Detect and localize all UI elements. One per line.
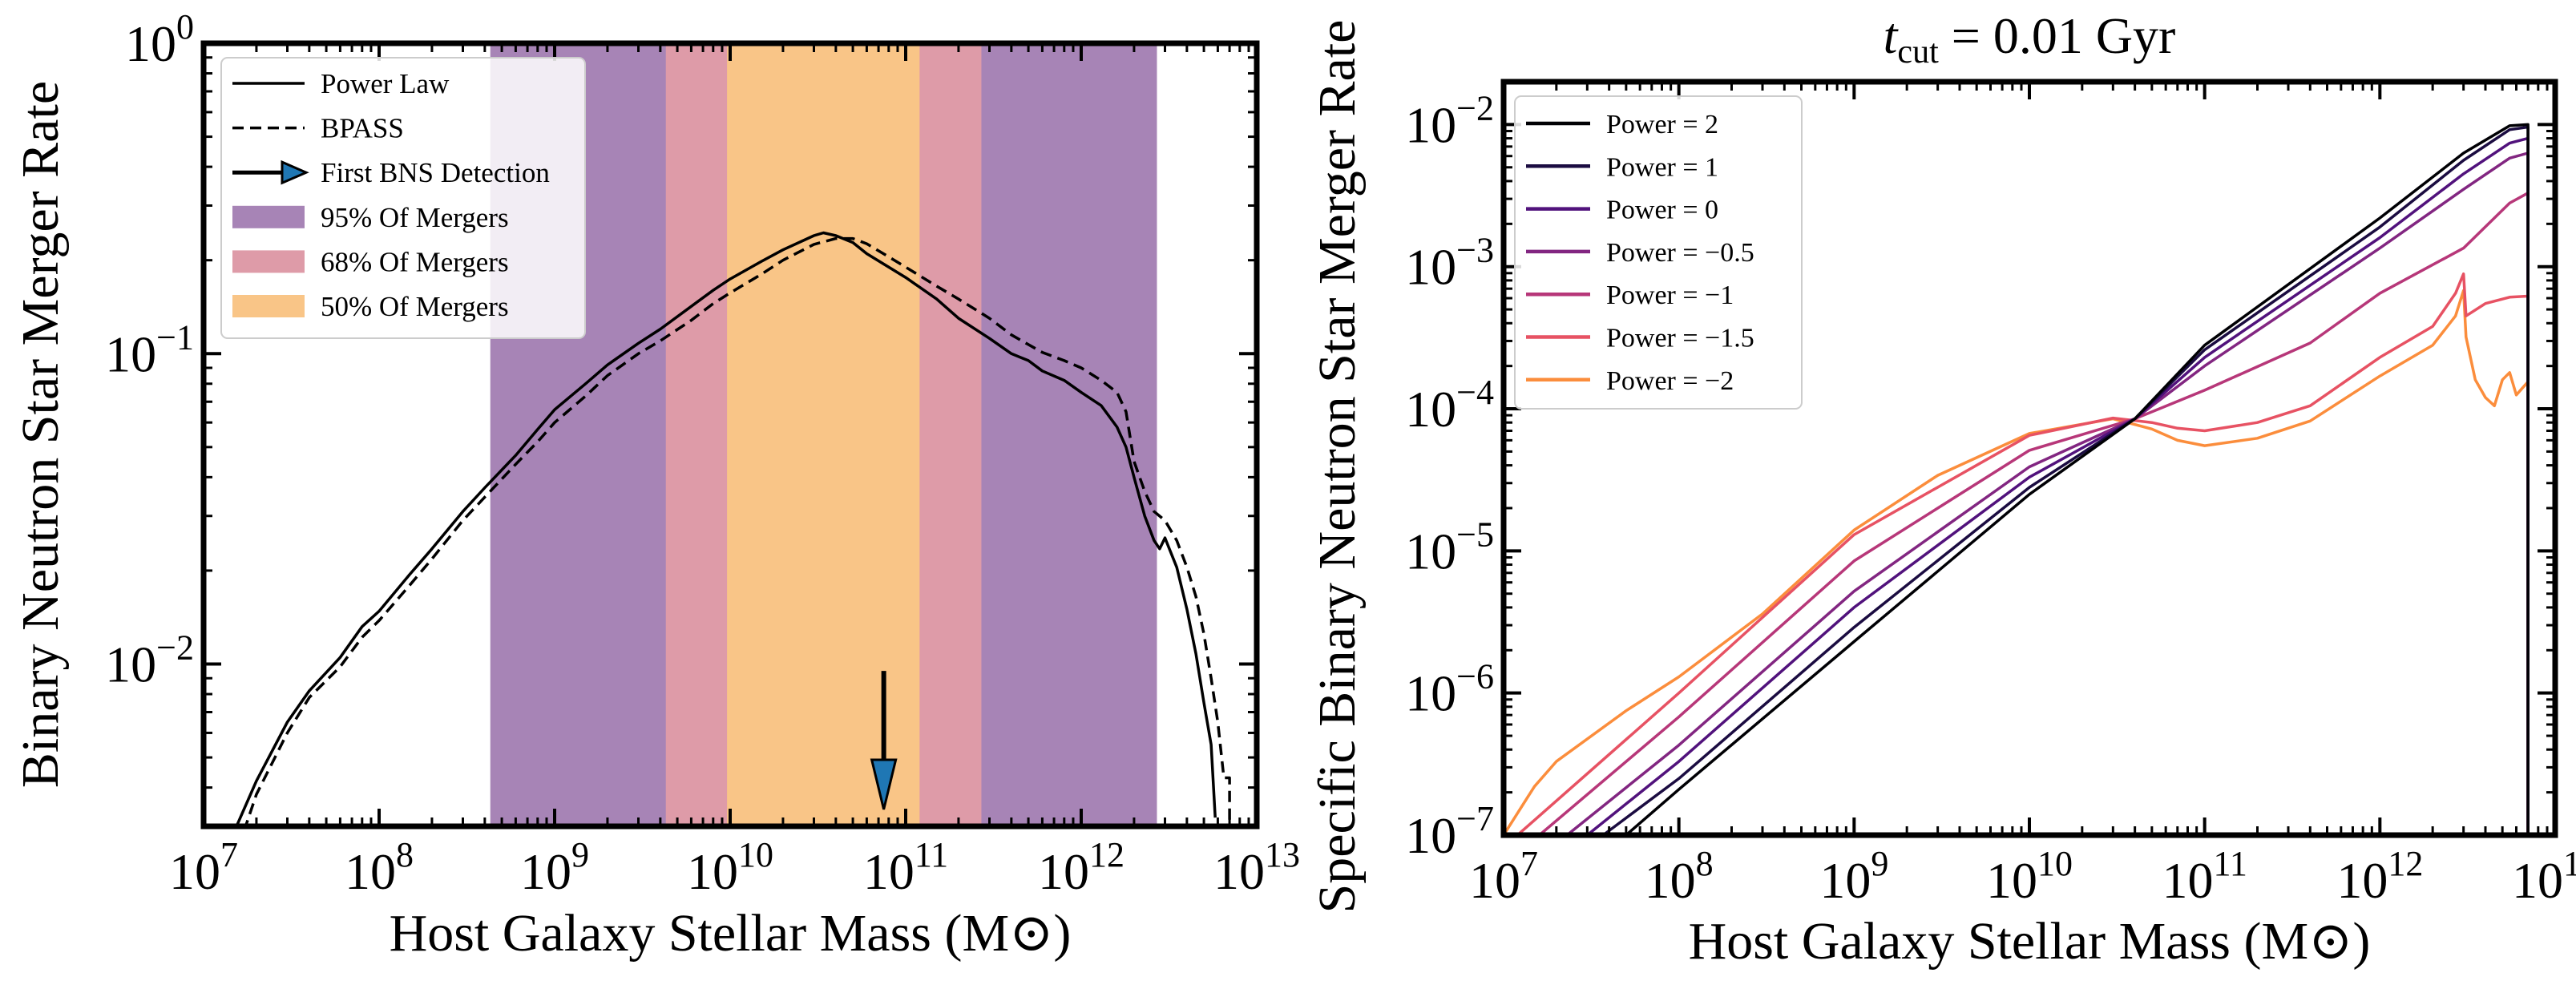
y-tick-label: 10−5 <box>1405 515 1494 579</box>
x-tick-label: 1011 <box>863 835 948 900</box>
detection-arrow-head <box>870 758 898 810</box>
legend-label: Power = −1.5 <box>1606 324 1754 353</box>
series-line-bpass <box>244 236 1231 826</box>
series-line-power-−1 <box>1538 192 2530 835</box>
x-tick-label: 1013 <box>2512 844 2576 909</box>
legend-label: Power = −0.5 <box>1606 238 1754 268</box>
x-tick-label: 1010 <box>1986 844 2073 909</box>
legend-label: Power = −1 <box>1606 281 1734 310</box>
y-tick-label: 10−3 <box>1405 231 1494 296</box>
legend-label: Power Law <box>321 68 450 99</box>
legend-label: Power = 2 <box>1606 110 1718 139</box>
y-tick-label: 10−6 <box>1405 657 1494 722</box>
legend-swatch-patch <box>232 250 305 273</box>
x-tick-label: 109 <box>1819 844 1888 909</box>
x-tick-label: 1012 <box>2336 844 2423 909</box>
x-tick-label: 1011 <box>2162 844 2247 909</box>
chart-left: 107 108 109 1010 1011 1012 1013 10−2 10−1 100 Bin… <box>11 7 1300 963</box>
legend-swatch-patch <box>232 205 305 228</box>
x-tick-label: 108 <box>345 835 414 900</box>
x-tick-label: 107 <box>169 835 238 900</box>
y-axis-label-right: Specific Binary Neutron Star Merger Rate <box>1308 20 1367 914</box>
series-line-power-2 <box>1625 123 2530 835</box>
series-line-power-0 <box>1586 136 2530 835</box>
y-tick-label: 10−2 <box>105 628 194 693</box>
y-tick-label: 100 <box>125 7 194 72</box>
y-axis-label-left: Binary Neutron Star Merger Rate <box>11 81 70 788</box>
legend-label: 68% Of Mergers <box>321 246 509 277</box>
x-tick-label: 108 <box>1645 844 1714 909</box>
legend-swatch-patch <box>232 295 305 317</box>
y-tick-label: 10−7 <box>1405 799 1494 864</box>
legend-right: Power = 2 Power = 1 Power = 0 Power = −0.5 P… <box>1514 95 1803 410</box>
series-line-power-−0.5 <box>1566 151 2530 835</box>
legend-box-left <box>220 57 586 339</box>
y-tick-label: 10−4 <box>1405 373 1494 438</box>
x-tick-label: 109 <box>520 835 589 900</box>
x-tick-label: 1010 <box>687 835 773 900</box>
legend-box-right <box>1514 95 1803 410</box>
y-tick-label: 10−2 <box>1405 88 1494 153</box>
band-50pct <box>727 43 920 826</box>
series-line-power-−2 <box>1504 289 2530 835</box>
legend-left: Power Law BPASS First BNS Detection 95% Of … <box>220 57 586 339</box>
series-line-power-1 <box>1602 125 2530 835</box>
x-tick-label: 1013 <box>1213 835 1300 900</box>
legend-label: Power = 1 <box>1606 152 1718 182</box>
x-tick-label: 1012 <box>1038 835 1124 900</box>
legend-label: Power = −2 <box>1606 366 1734 396</box>
legend-label: BPASS <box>321 113 404 144</box>
x-tick-label: 107 <box>1469 844 1538 909</box>
x-axis-label-left: Host Galaxy Stellar Mass (M⊙) <box>390 904 1072 963</box>
series-line-power-−1.5 <box>1516 272 2530 835</box>
legend-label: First BNS Detection <box>321 157 550 188</box>
y-tick-label: 10−1 <box>105 317 194 382</box>
legend-label: 95% Of Mergers <box>321 202 509 233</box>
chart-right: 107 108 109 1010 1011 1012 1013 10−7 10−6 10−5 10−… <box>1308 7 2576 971</box>
legend-swatch-arrow-head <box>281 159 309 185</box>
legend-label: Power = 0 <box>1606 196 1718 225</box>
x-axis-label-right: Host Galaxy Stellar Mass (M⊙) <box>1689 912 2371 971</box>
chart-title-right: tcut = 0.01 Gyr <box>1884 7 2176 71</box>
legend-label: 50% Of Mergers <box>321 291 509 322</box>
